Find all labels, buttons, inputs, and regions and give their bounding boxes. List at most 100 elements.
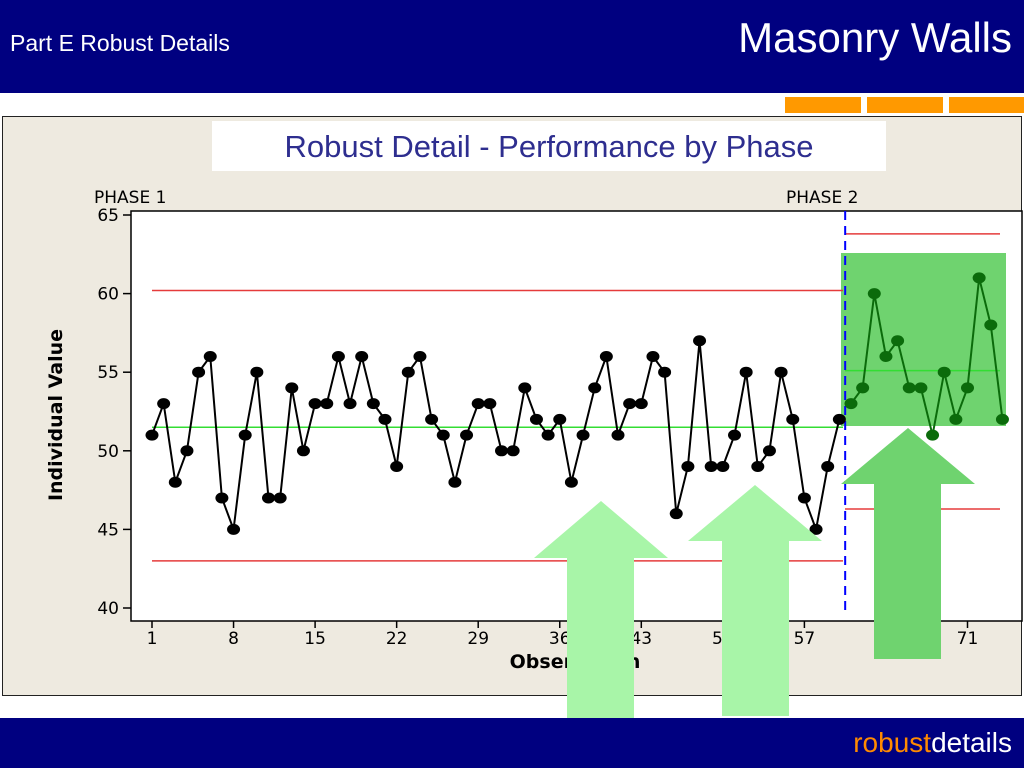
- phase1-data-point: [320, 398, 334, 410]
- phase1-data-point: [821, 461, 835, 473]
- x-tick-label: 15: [304, 629, 326, 649]
- phase1-data-point: [576, 429, 590, 441]
- phase2-data-point: [844, 398, 858, 410]
- phase1-data-point: [564, 476, 578, 488]
- phase1-data-point: [658, 366, 672, 378]
- phase1-data-point: [460, 429, 474, 441]
- phase1-data-point: [192, 366, 206, 378]
- phase1-data-point: [495, 445, 508, 457]
- phase1-data-point: [786, 413, 800, 425]
- phase2-data-point: [891, 335, 905, 347]
- phase1-data-point: [739, 366, 753, 378]
- phase1-data-point: [669, 508, 683, 520]
- accent-rule: [0, 95, 1024, 113]
- y-tick-label: 55: [97, 363, 119, 383]
- phase2-data-point: [926, 429, 940, 441]
- phase2-data-point: [914, 382, 928, 394]
- slide-subtitle: Part E Robust Details: [10, 30, 230, 56]
- phase1-data-point: [599, 350, 613, 362]
- phase1-data-point: [471, 398, 485, 410]
- x-tick-label: 43: [630, 629, 652, 649]
- phase1-data-point: [483, 398, 497, 410]
- phase1-data-point: [180, 445, 194, 457]
- y-axis-title: Individual Value: [45, 329, 67, 501]
- phase2-data-point: [972, 272, 986, 284]
- accent-block-2: [867, 97, 943, 113]
- phase1-data-point: [762, 445, 776, 457]
- phase2-data-point: [984, 319, 998, 331]
- phase1-data-point: [541, 429, 555, 441]
- chart-heading-box: Robust Detail - Performance by Phase: [212, 121, 886, 171]
- phase1-data-point: [366, 398, 380, 410]
- brand-part-1: robust: [853, 727, 932, 758]
- phase2-data-point: [995, 413, 1009, 425]
- phase1-data-point: [413, 350, 427, 362]
- accent-block-1: [785, 97, 861, 113]
- x-tick-label: 22: [386, 629, 408, 649]
- phase2-series-line: [850, 277, 1004, 436]
- phase1-data-point: [343, 398, 357, 410]
- brand-logo: robustdetails: [853, 727, 1012, 759]
- y-tick-label: 50: [97, 442, 119, 462]
- phase1-data-point: [425, 413, 439, 425]
- phase1-data-point: [751, 461, 765, 473]
- phase1-data-point: [634, 398, 648, 410]
- improvement-arrow-2: [688, 485, 822, 716]
- phase1-data-point: [378, 413, 392, 425]
- phase-2-label: PHASE 2: [786, 188, 858, 208]
- improvement-arrow-3: [841, 428, 975, 659]
- phase1-data-point: [681, 461, 695, 473]
- phase1-data-point: [331, 350, 345, 362]
- phase1-data-point: [506, 445, 520, 457]
- phase1-data-point: [448, 476, 462, 488]
- y-tick-label: 45: [97, 520, 119, 540]
- x-tick-label: 36: [549, 629, 571, 649]
- phase2-data-point: [856, 382, 870, 394]
- phase1-data-point: [145, 429, 159, 441]
- brand-part-2: details: [931, 727, 1012, 758]
- phase1-data-point: [588, 382, 602, 394]
- phase2-data-point: [949, 413, 963, 425]
- phase1-data-point: [227, 523, 241, 535]
- phase1-data-point: [355, 350, 369, 362]
- y-tick-label: 65: [97, 206, 119, 226]
- x-tick-label: 8: [228, 629, 239, 649]
- phase1-data-point: [518, 382, 532, 394]
- phase1-data-point: [611, 429, 625, 441]
- phase1-data-point: [693, 335, 707, 347]
- phase1-data-point: [797, 492, 811, 504]
- phase1-data-point: [623, 398, 637, 410]
- phase1-data-point: [646, 350, 660, 362]
- phase1-data-point: [285, 382, 299, 394]
- x-tick-label: 29: [467, 629, 489, 649]
- phase1-data-point: [273, 492, 287, 504]
- y-tick-label: 40: [97, 599, 119, 619]
- phase1-data-point: [168, 476, 182, 488]
- y-tick-label: 60: [97, 285, 119, 305]
- phase2-data-point: [867, 288, 881, 300]
- phase1-data-point: [401, 366, 415, 378]
- phase1-data-point: [553, 413, 567, 425]
- phase1-data-point: [203, 350, 217, 362]
- phase2-data-point: [902, 382, 916, 394]
- x-tick-label: 71: [957, 629, 979, 649]
- x-tick-label: 57: [794, 629, 816, 649]
- phase2-data-point: [937, 366, 951, 378]
- phase1-data-point: [215, 492, 229, 504]
- slide-title: Masonry Walls: [738, 14, 1012, 61]
- phase1-data-point: [436, 429, 450, 441]
- phase1-data-point: [716, 461, 730, 473]
- phase-1-label: PHASE 1: [94, 188, 166, 208]
- phase1-data-point: [157, 398, 171, 410]
- phase1-data-point: [308, 398, 322, 410]
- phase1-data-point: [238, 429, 252, 441]
- phase2-data-point: [961, 382, 974, 394]
- phase1-data-point: [250, 366, 264, 378]
- header-bar: [0, 0, 1024, 95]
- phase1-data-point: [390, 461, 404, 473]
- phase1-data-point: [262, 492, 275, 504]
- chart-title: Robust Detail - Performance by Phase: [284, 129, 814, 164]
- phase2-data-point: [879, 350, 893, 362]
- x-tick-label: 1: [147, 629, 158, 649]
